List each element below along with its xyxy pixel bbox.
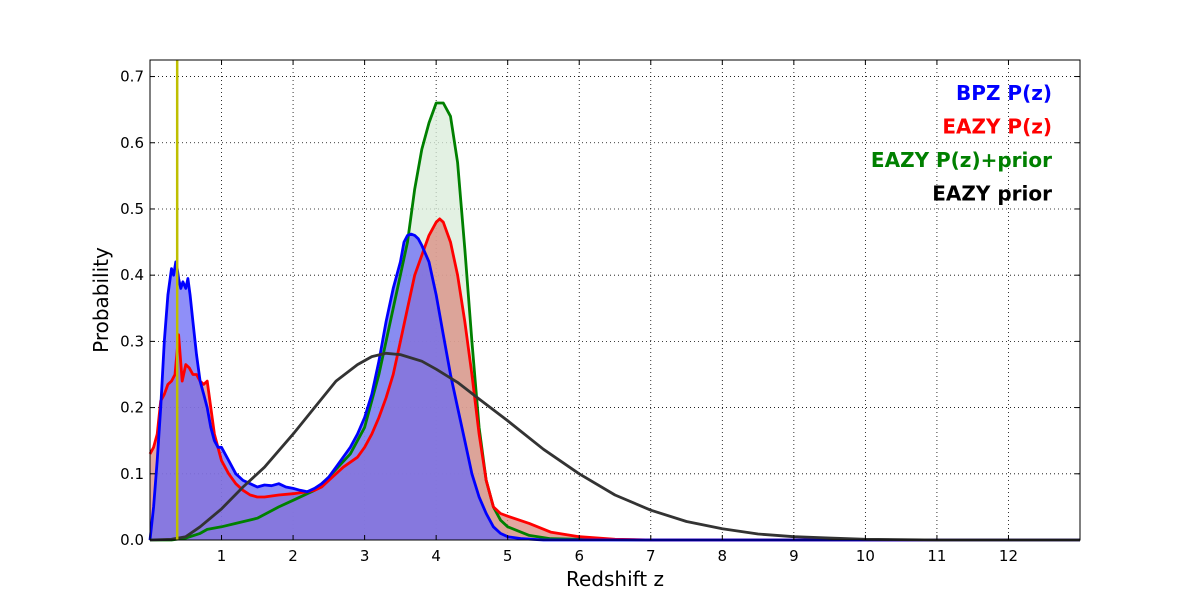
x-tick-label: 8: [718, 547, 728, 565]
legend-item: EAZY prior: [932, 182, 1052, 206]
legend: BPZ P(z) EAZY P(z) EAZY P(z)+prior EAZY pri…: [871, 81, 1052, 206]
x-tick-label: 3: [360, 547, 370, 565]
y-tick-label: 0.3: [120, 332, 144, 350]
series-area-bpz-p-z: [150, 234, 1080, 540]
plot-series: [148, 101, 1080, 542]
y-axis-label: Probability: [89, 247, 113, 353]
axis-ticks: 1 2 3 4 5 6 7 8 9 10 11 120.00.10.20.30.40.50.60.7: [120, 60, 1080, 565]
legend-item: EAZY P(z): [942, 115, 1052, 139]
x-tick-label: 1: [217, 547, 227, 565]
y-tick-label: 0.4: [120, 266, 144, 284]
grid: [150, 60, 1080, 541]
y-tick-label: 0.1: [120, 465, 144, 483]
series-line-eazy-p-z-prior: [150, 101, 1080, 542]
y-tick-label: 0.0: [120, 531, 144, 549]
x-tick-label: 2: [288, 547, 298, 565]
y-tick-label: 0.6: [120, 134, 144, 152]
x-tick-label: 12: [999, 547, 1018, 565]
legend-item: BPZ P(z): [956, 81, 1052, 105]
series-line-bpz-p-z: [148, 232, 1080, 542]
series-line-eazy-p-z: [148, 217, 1080, 542]
x-tick-label: 11: [927, 547, 946, 565]
x-tick-label: 6: [574, 547, 584, 565]
x-axis-label: Redshift z: [566, 567, 664, 591]
y-tick-label: 0.5: [120, 200, 144, 218]
x-tick-label: 5: [503, 547, 513, 565]
x-tick-label: 10: [856, 547, 875, 565]
x-tick-label: 7: [646, 547, 656, 565]
x-tick-label: 4: [431, 547, 441, 565]
legend-item: EAZY P(z)+prior: [871, 148, 1052, 172]
y-tick-label: 0.7: [120, 68, 144, 86]
x-tick-label: 9: [789, 547, 799, 565]
y-tick-label: 0.2: [120, 399, 144, 417]
plot-frame: [149, 59, 1081, 541]
series-line-eazy-prior: [149, 351, 1080, 542]
